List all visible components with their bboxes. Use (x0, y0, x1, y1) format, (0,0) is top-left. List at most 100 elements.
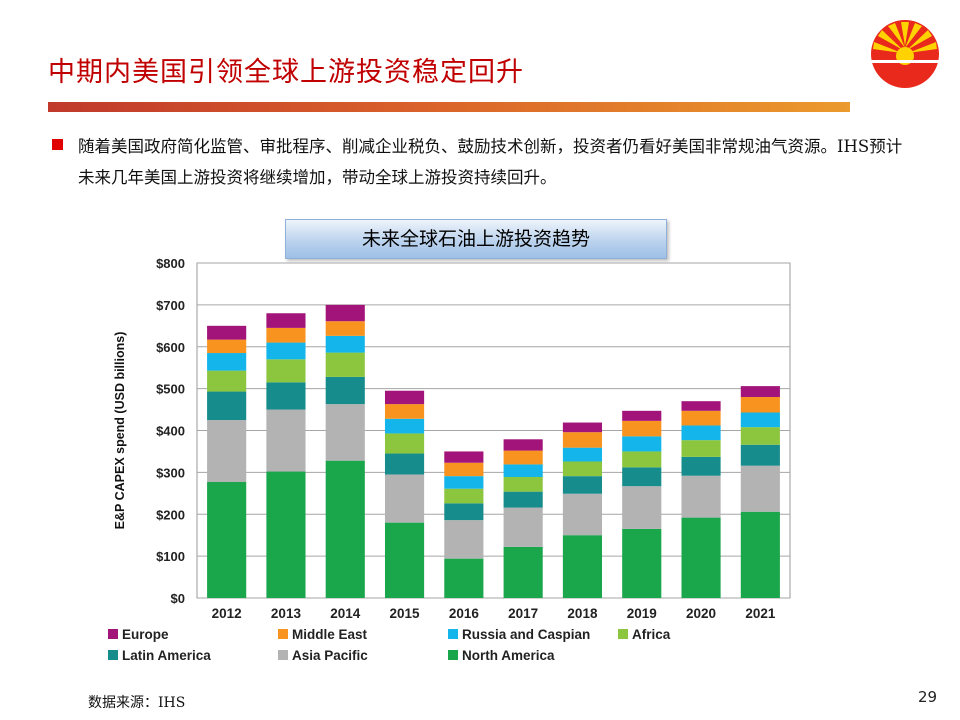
bar-segment-latin-america (562, 476, 603, 494)
bar-segment-north-america (384, 522, 425, 598)
x-tick-label: 2013 (271, 606, 302, 621)
bar-segment-africa (266, 359, 306, 383)
bar-segment-latin-america (325, 376, 365, 405)
bar-segment-asia-pacific (681, 475, 721, 518)
bar-segment-middle-east (325, 321, 365, 336)
bar-segment-russia-and-caspian (266, 342, 306, 360)
bar-segment-latin-america (622, 467, 662, 487)
bar-segment-africa (681, 440, 721, 457)
bar-segment-europe (325, 304, 365, 322)
legend-swatch (448, 629, 458, 639)
bar-segment-europe (266, 313, 306, 328)
bar-segment-middle-east (503, 450, 543, 465)
bar-segment-asia-pacific (562, 493, 603, 536)
bar-segment-europe (384, 390, 425, 405)
legend-swatch (448, 650, 458, 660)
bar-segment-asia-pacific (266, 409, 306, 472)
bar-segment-latin-america (384, 453, 425, 475)
legend-swatch (108, 629, 118, 639)
bar-segment-asia-pacific (740, 465, 780, 512)
bar-segment-middle-east (444, 462, 484, 477)
legend-swatch (618, 629, 628, 639)
y-tick-label: $800 (156, 256, 185, 271)
x-tick-label: 2021 (745, 606, 776, 621)
bar-segment-africa (325, 352, 365, 377)
bar-segment-latin-america (740, 444, 780, 466)
y-tick-label: $200 (156, 507, 185, 522)
title-underline-bar (48, 102, 850, 112)
stacked-bar-chart: $0 $100 $200 $300 $400 $500 $600 $700 $800 E&P CA… (108, 256, 791, 663)
y-axis-label: E&P CAPEX spend (USD billions) (113, 332, 127, 530)
legend-label: North America (462, 648, 555, 663)
bar-segment-russia-and-caspian (740, 412, 780, 428)
bar-segment-africa (384, 433, 425, 454)
bar-segment-russia-and-caspian (325, 335, 365, 353)
bar-segment-middle-east (266, 327, 306, 343)
bar-segment-middle-east (207, 339, 247, 354)
bar-segment-middle-east (740, 397, 780, 413)
bar-segment-africa (503, 476, 543, 492)
bar-segment-europe (444, 451, 484, 463)
x-tick-label: 2016 (449, 606, 480, 621)
x-tick-label: 2020 (686, 606, 716, 621)
bar-segment-russia-and-caspian (503, 464, 543, 477)
legend-swatch (278, 629, 288, 639)
bar-segment-latin-america (681, 456, 721, 476)
data-source-note: 数据来源：IHS (88, 695, 186, 711)
x-tick-label: 2012 (212, 606, 242, 621)
bar-segment-north-america (740, 511, 780, 598)
bar-segment-europe (207, 325, 247, 340)
bar-segment-latin-america (266, 382, 306, 410)
bar-segment-latin-america (444, 503, 484, 521)
legend-swatch (108, 650, 118, 660)
bar-segment-africa (740, 427, 780, 445)
legend-swatch (278, 650, 288, 660)
bar-segment-russia-and-caspian (444, 476, 484, 489)
bar-segment-europe (681, 401, 721, 411)
y-tick-label: $500 (156, 382, 185, 397)
legend-label: Asia Pacific (292, 648, 368, 663)
bar-segment-africa (444, 488, 484, 504)
bar-segment-russia-and-caspian (562, 447, 603, 462)
bar-segment-europe (503, 439, 543, 451)
bullet-paragraph: 随着美国政府简化监管、审批程序、削减企业税负、鼓励技术创新，投资者仍看好美国非常… (78, 137, 903, 187)
x-tick-label: 2019 (627, 606, 657, 621)
x-tick-label: 2017 (508, 606, 538, 621)
legend-label: Middle East (292, 627, 368, 642)
bar-segment-north-america (562, 535, 603, 598)
bar-segment-asia-pacific (384, 474, 425, 523)
bar-segment-middle-east (384, 404, 425, 419)
bar-segment-north-america (681, 517, 721, 598)
bar-segment-asia-pacific (444, 520, 484, 559)
legend-label: Russia and Caspian (462, 627, 590, 642)
bar-segment-europe (622, 410, 662, 421)
bar-segment-africa (562, 461, 603, 477)
bar-segment-north-america (266, 471, 306, 598)
bar-segment-north-america (444, 558, 484, 598)
y-tick-label: $600 (156, 340, 185, 355)
bar-segment-russia-and-caspian (384, 418, 425, 434)
y-tick-label: $400 (156, 424, 185, 439)
legend-label: Africa (632, 627, 671, 642)
y-tick-label: $700 (156, 298, 185, 313)
bar-segment-asia-pacific (207, 420, 247, 483)
bar-segment-middle-east (562, 432, 603, 448)
y-tick-label: $0 (171, 591, 185, 606)
bar-segment-asia-pacific (622, 486, 662, 529)
bar-segment-north-america (207, 482, 247, 598)
bar-segment-russia-and-caspian (622, 436, 662, 452)
bar-segment-latin-america (207, 391, 247, 421)
y-tick-label: $100 (156, 549, 185, 564)
bar-segment-north-america (622, 528, 662, 598)
bar-segment-europe (562, 422, 603, 433)
chart-heading: 未来全球石油上游投资趋势 (285, 219, 667, 259)
bar-segment-europe (740, 386, 780, 397)
bar-segment-north-america (325, 460, 365, 598)
bar-segment-russia-and-caspian (207, 353, 247, 371)
company-logo-icon (870, 20, 940, 88)
legend-label: Latin America (122, 648, 211, 663)
x-tick-label: 2014 (330, 606, 361, 621)
bar-segment-africa (622, 451, 662, 468)
x-tick-label: 2018 (567, 606, 598, 621)
bar-segment-asia-pacific (503, 507, 543, 547)
